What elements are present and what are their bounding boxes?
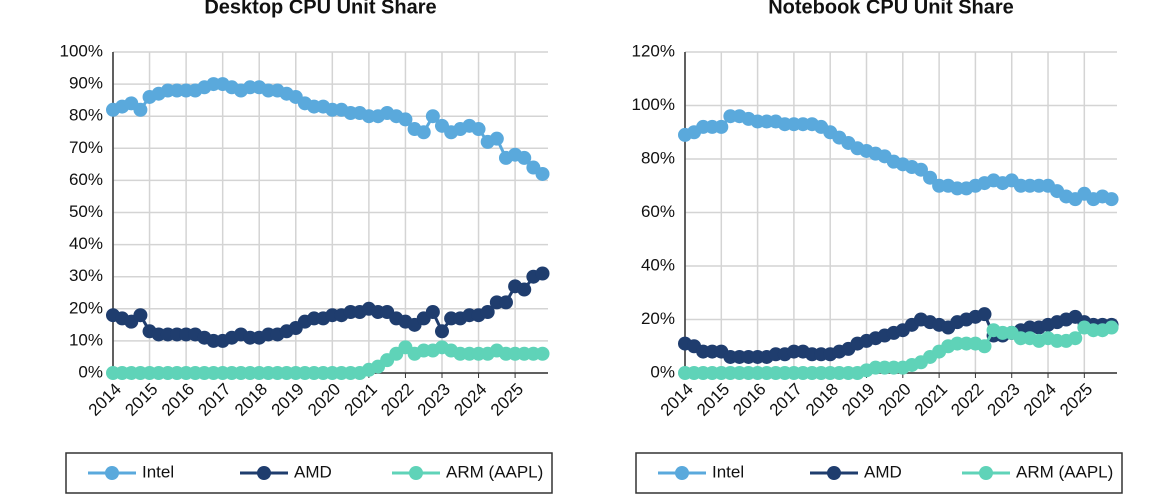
marker <box>535 346 550 361</box>
marker <box>434 324 449 339</box>
legend-marker <box>827 466 841 480</box>
marker <box>471 122 486 137</box>
y-tick-label: 100% <box>632 95 675 114</box>
marker <box>517 282 532 297</box>
x-tick-label: 2022 <box>947 380 987 420</box>
x-tick-label: 2023 <box>984 380 1024 420</box>
x-tick-label: 2025 <box>487 380 527 420</box>
x-tick-label: 2021 <box>911 380 951 420</box>
x-tick-label: 2023 <box>414 380 454 420</box>
x-tick-label: 2016 <box>158 380 198 420</box>
marker <box>913 162 928 177</box>
y-tick-label: 120% <box>632 41 675 60</box>
marker <box>535 166 550 181</box>
marker <box>416 125 431 140</box>
x-tick-label: 2015 <box>693 380 733 420</box>
marker <box>1068 331 1083 346</box>
marker <box>1104 320 1119 335</box>
y-tick-label: 90% <box>69 74 103 93</box>
x-tick-label: 2015 <box>121 380 161 420</box>
marker <box>133 102 148 117</box>
x-tick-label: 2021 <box>341 380 381 420</box>
y-tick-label: 50% <box>69 202 103 221</box>
y-tick-label: 20% <box>69 298 103 317</box>
y-tick-label: 40% <box>641 255 675 274</box>
legend-box <box>65 452 553 494</box>
marker <box>714 119 729 134</box>
chart-title: Desktop CPU Unit Share <box>204 0 436 18</box>
legend-marker <box>675 466 689 480</box>
y-tick-label: 20% <box>641 309 675 328</box>
legend-label: ARM (AAPL) <box>1016 462 1113 481</box>
x-tick-label: 2019 <box>838 380 878 420</box>
x-tick-label: 2014 <box>85 380 125 420</box>
y-tick-label: 70% <box>69 138 103 157</box>
y-tick-label: 60% <box>641 202 675 221</box>
x-tick-label: 2024 <box>1020 380 1060 420</box>
marker <box>425 305 440 320</box>
x-tick-label: 2019 <box>268 380 308 420</box>
x-tick-label: 2025 <box>1056 380 1096 420</box>
x-tick-label: 2018 <box>231 380 271 420</box>
x-tick-label: 2017 <box>766 380 806 420</box>
y-tick-label: 80% <box>641 148 675 167</box>
x-tick-label: 2020 <box>875 380 915 420</box>
x-tick-label: 2022 <box>377 380 417 420</box>
y-tick-label: 40% <box>69 234 103 253</box>
y-tick-label: 0% <box>650 362 675 381</box>
marker <box>535 266 550 281</box>
marker <box>977 339 992 354</box>
legend-label: AMD <box>864 462 902 481</box>
marker <box>517 150 532 165</box>
marker <box>425 109 440 124</box>
x-tick-label: 2014 <box>657 380 697 420</box>
legend-marker <box>257 466 271 480</box>
x-tick-label: 2024 <box>450 380 490 420</box>
legend-marker <box>105 466 119 480</box>
legend-label: ARM (AAPL) <box>446 462 543 481</box>
legend-marker <box>979 466 993 480</box>
marker <box>489 131 504 146</box>
marker <box>480 305 495 320</box>
x-tick-label: 2017 <box>194 380 234 420</box>
marker <box>977 307 992 322</box>
legend-marker <box>409 466 423 480</box>
legend-label: AMD <box>294 462 332 481</box>
legend-label: Intel <box>712 462 744 481</box>
x-tick-label: 2018 <box>802 380 842 420</box>
marker <box>133 308 148 323</box>
marker <box>398 112 413 127</box>
marker <box>923 170 938 185</box>
y-tick-label: 30% <box>69 266 103 285</box>
y-tick-label: 60% <box>69 170 103 189</box>
legend-label: Intel <box>142 462 174 481</box>
y-tick-label: 10% <box>69 330 103 349</box>
chart-title: Notebook CPU Unit Share <box>768 0 1014 18</box>
y-tick-label: 0% <box>78 362 103 381</box>
marker <box>1104 192 1119 207</box>
marker <box>498 295 513 310</box>
y-tick-label: 100% <box>60 41 103 60</box>
x-tick-label: 2020 <box>304 380 344 420</box>
legend-box <box>635 452 1123 494</box>
x-tick-label: 2016 <box>729 380 769 420</box>
y-tick-label: 80% <box>69 106 103 125</box>
